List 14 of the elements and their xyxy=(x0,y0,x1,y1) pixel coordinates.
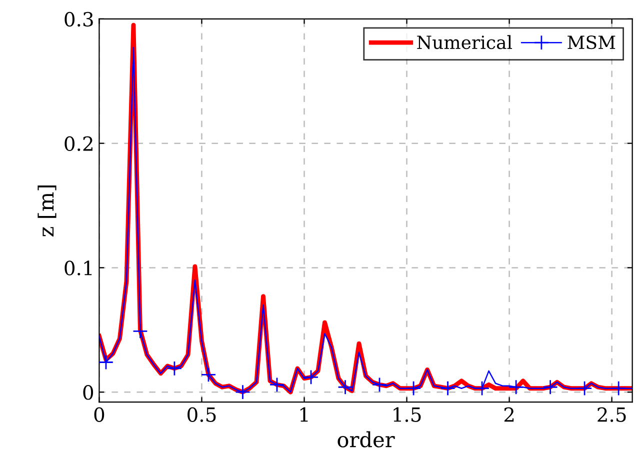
x-tick-label: 2 xyxy=(504,407,514,422)
y-tick-label: 0.2 xyxy=(64,136,92,151)
x-tick-label: 0 xyxy=(94,407,104,422)
x-tick-label: 1 xyxy=(300,407,308,422)
y-axis-title: z [m] xyxy=(38,185,56,236)
x-tick-label: 1.5 xyxy=(394,407,421,422)
x-tick-label: 2.5 xyxy=(598,407,626,422)
y-tick-label: 0 xyxy=(83,385,94,400)
x-axis-title: order xyxy=(338,431,395,448)
y-tick-label: 0.3 xyxy=(64,12,93,27)
legend-label: Numerical xyxy=(417,35,512,50)
x-tick-label: 0.5 xyxy=(188,407,216,422)
legend-label: MSM xyxy=(568,35,616,50)
y-tick-label: 0.1 xyxy=(64,260,92,276)
